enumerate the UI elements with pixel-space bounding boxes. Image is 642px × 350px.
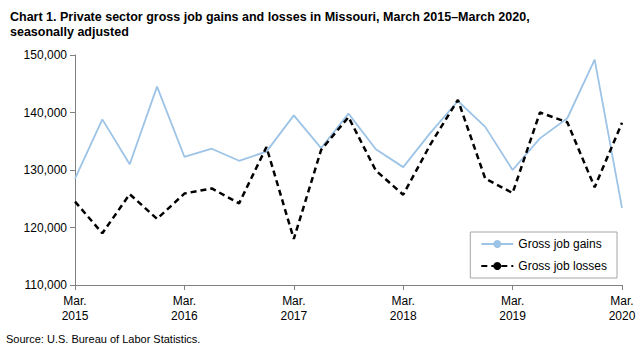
svg-text:120,000: 120,000 [24, 221, 68, 235]
svg-text:Chart 1. Private sector gross: Chart 1. Private sector gross job gains … [10, 10, 533, 24]
svg-text:Mar.: Mar. [610, 294, 633, 308]
svg-text:2019: 2019 [499, 309, 526, 323]
svg-text:2020: 2020 [609, 309, 636, 323]
svg-text:Mar.: Mar. [63, 294, 86, 308]
svg-text:2016: 2016 [171, 309, 198, 323]
svg-text:Mar.: Mar. [501, 294, 524, 308]
svg-text:Mar.: Mar. [173, 294, 196, 308]
svg-text:2017: 2017 [280, 309, 307, 323]
svg-text:seasonally adjusted: seasonally adjusted [10, 25, 129, 39]
svg-text:Mar.: Mar. [392, 294, 415, 308]
svg-text:Source: U.S. Bureau of Labor S: Source: U.S. Bureau of Labor Statistics. [6, 333, 200, 345]
svg-text:2018: 2018 [390, 309, 417, 323]
svg-text:Mar.: Mar. [282, 294, 305, 308]
svg-text:140,000: 140,000 [24, 106, 68, 120]
svg-text:Gross job gains: Gross job gains [518, 237, 601, 251]
svg-text:110,000: 110,000 [25, 278, 68, 292]
svg-text:Gross job losses: Gross job losses [518, 259, 607, 273]
svg-text:150,000: 150,000 [24, 48, 68, 62]
svg-text:2015: 2015 [62, 309, 89, 323]
svg-text:130,000: 130,000 [24, 163, 68, 177]
